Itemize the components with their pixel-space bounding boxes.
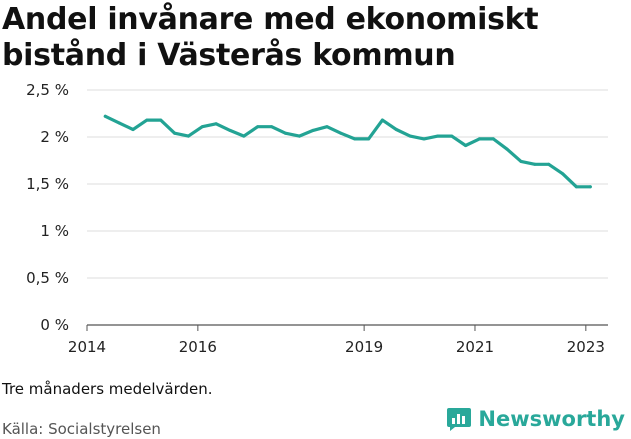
y-tick-label: 0 %	[40, 316, 69, 334]
x-tick-label: 2014	[68, 338, 106, 356]
data-point[interactable]	[422, 137, 426, 141]
data-point[interactable]	[283, 131, 287, 135]
data-point[interactable]	[436, 134, 440, 138]
data-point[interactable]	[297, 134, 301, 138]
data-point[interactable]	[574, 185, 578, 189]
data-point[interactable]	[464, 144, 468, 147]
data-point[interactable]	[353, 137, 357, 141]
gridlines	[87, 89, 608, 326]
data-point[interactable]	[547, 162, 551, 166]
data-point[interactable]	[228, 128, 232, 132]
x-tick-label: 2023	[567, 338, 605, 356]
bar-chart-speech-bubble-icon	[447, 408, 472, 431]
data-point[interactable]	[117, 121, 121, 125]
data-point[interactable]	[519, 159, 523, 163]
brand-name: Newsworthy	[478, 407, 625, 431]
data-point[interactable]	[533, 162, 537, 166]
data-point[interactable]	[588, 185, 592, 189]
data-point[interactable]	[450, 134, 454, 138]
y-tick-label: 1,5 %	[26, 175, 69, 193]
data-point[interactable]	[159, 118, 163, 122]
data-point[interactable]	[561, 172, 565, 176]
chart-title: Andel invånare med ekonomiskt bistånd i …	[2, 2, 539, 73]
x-tick-label: 2021	[456, 338, 494, 356]
data-point[interactable]	[200, 125, 204, 129]
series-layer	[103, 114, 592, 189]
data-point[interactable]	[214, 122, 218, 126]
data-point[interactable]	[477, 137, 481, 141]
data-point[interactable]	[256, 125, 260, 129]
data-point[interactable]	[186, 134, 190, 138]
data-point[interactable]	[491, 137, 495, 141]
line-chart: 0 % 0,5 % 1 % 1,5 % 2 % 2,5 % 2014 2016 2019 202…	[26, 81, 608, 356]
y-tick-label: 2,5 %	[26, 81, 69, 99]
data-point[interactable]	[311, 128, 315, 132]
x-axis: 2014 2016 2019 2021 2023	[68, 325, 605, 356]
series-line	[103, 114, 592, 189]
data-point[interactable]	[367, 137, 371, 141]
x-tick-label: 2019	[345, 338, 383, 356]
data-point[interactable]	[339, 131, 343, 135]
data-point[interactable]	[505, 147, 509, 151]
data-point[interactable]	[131, 128, 135, 131]
x-tick-label: 2016	[179, 338, 217, 356]
data-point[interactable]	[380, 118, 384, 122]
data-point[interactable]	[394, 128, 398, 131]
data-point[interactable]	[325, 125, 329, 129]
data-point[interactable]	[103, 114, 107, 118]
data-point[interactable]	[145, 118, 149, 122]
data-point[interactable]	[270, 125, 274, 129]
chart-note: Tre månaders medelvärden.	[2, 380, 213, 398]
brand-logo[interactable]: Newsworthy	[446, 406, 625, 432]
y-tick-label: 2 %	[40, 128, 69, 146]
data-point[interactable]	[242, 134, 246, 138]
source-text: Källa: Socialstyrelsen	[2, 420, 161, 438]
data-point[interactable]	[408, 134, 412, 138]
y-tick-label: 1 %	[40, 222, 69, 240]
y-axis-ticks: 0 % 0,5 % 1 % 1,5 % 2 % 2,5 %	[26, 81, 69, 334]
data-point[interactable]	[173, 131, 177, 135]
y-tick-label: 0,5 %	[26, 269, 69, 287]
